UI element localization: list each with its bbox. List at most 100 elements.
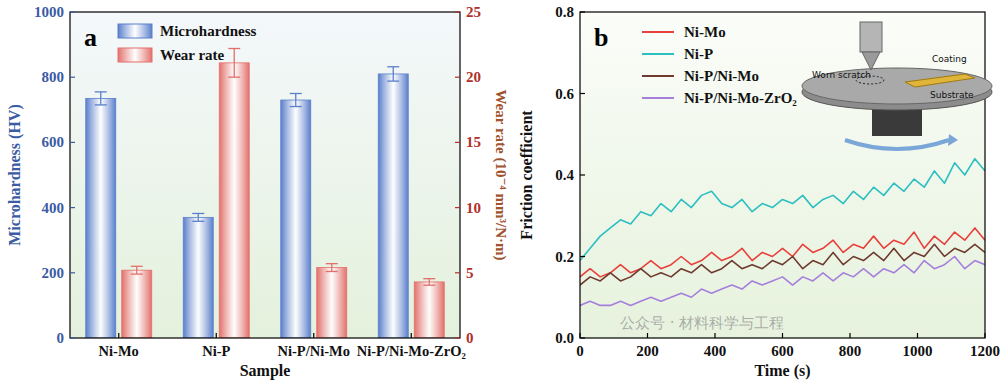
error-cap: [192, 213, 204, 214]
x-axis-label: Sample: [240, 362, 291, 380]
watermark: 公众号 · 材料科学与工程: [620, 314, 784, 332]
y-tick-label: 0.0: [555, 330, 574, 346]
error-cap: [95, 91, 107, 92]
x-tick: [917, 333, 918, 338]
x-tick-label: Ni-Mo: [99, 343, 139, 359]
inset: Worn scratchCoatingSubstrate: [802, 22, 992, 149]
line: [580, 244, 985, 285]
plot-background: [580, 12, 985, 338]
y-tick-label: 0.8: [555, 4, 574, 20]
line: [580, 159, 985, 261]
x-tick-label: 1200: [970, 343, 1000, 359]
y2-tick-label: 20: [466, 69, 481, 85]
error-cap: [423, 285, 435, 286]
y-tick: [580, 256, 585, 257]
y2-tick-label: 0: [466, 330, 474, 346]
y2-tick: [455, 207, 460, 208]
y-tick: [70, 77, 75, 78]
figure: 020040060080010000510152025Ni-MoNi-PNi-P…: [0, 0, 1007, 386]
y-tick: [580, 11, 585, 12]
error-bar: [387, 67, 399, 81]
y2-tick: [455, 77, 460, 78]
y2-tick-label: 5: [466, 265, 474, 281]
error-cap: [423, 278, 435, 279]
legend-label: Ni-Mo: [684, 24, 726, 40]
y-tick-label: 0.6: [555, 86, 574, 102]
y-tick: [70, 337, 75, 338]
y-tick: [70, 142, 75, 143]
bar: [86, 98, 116, 338]
y2-tick: [455, 337, 460, 338]
x-tick-label: 1000: [903, 343, 933, 359]
x-tick-label: Ni-P: [202, 343, 230, 359]
legend-label: Ni-P: [684, 46, 713, 62]
y-tick-label: 200: [42, 265, 65, 281]
x-axis-label: Time (s): [754, 362, 810, 380]
legend-swatch: [642, 31, 674, 33]
x-tick-label: 800: [839, 343, 862, 359]
y-tick: [580, 337, 585, 338]
inset-coating: [905, 74, 975, 87]
bar: [281, 100, 311, 338]
y-axis-label: Microhardness (HV): [6, 104, 24, 245]
y2-axis-label: Wear rate (10⁻⁴ mm³/N·m): [492, 89, 509, 260]
y-tick-label: 800: [42, 69, 65, 85]
error-bar: [192, 213, 204, 221]
legend-label: Ni-P/Ni-Mo-ZrO₂: [684, 90, 797, 106]
x-tick-label: 600: [771, 343, 794, 359]
error-line: [198, 213, 199, 221]
y-tick-label: 1000: [34, 4, 64, 20]
plot-frame: [580, 12, 985, 338]
y-tick: [70, 207, 75, 208]
bar: [414, 282, 444, 338]
error-line: [393, 67, 394, 81]
legend-label: Wear rate: [160, 47, 225, 63]
error-bar: [290, 94, 302, 107]
error-cap: [387, 80, 399, 81]
legend-swatch: [642, 97, 674, 99]
panel-label: b: [594, 23, 608, 52]
y2-tick: [455, 11, 460, 12]
bar: [183, 217, 213, 338]
error-bar: [228, 49, 240, 78]
error-line: [136, 266, 137, 274]
x-tick: [579, 333, 580, 338]
x-tick-label: Ni-P/Ni-Mo-ZrO₂: [357, 343, 466, 359]
x-tick: [118, 333, 119, 338]
legend-swatch: [642, 53, 674, 55]
x-tick-label: 200: [636, 343, 659, 359]
y-tick: [580, 93, 585, 94]
plot-frame: [70, 12, 460, 338]
error-cap: [192, 221, 204, 222]
inset-tip: [862, 52, 880, 70]
x-tick: [411, 333, 412, 338]
inset-label: Worn scratch: [812, 70, 871, 80]
legend-swatch: [118, 24, 152, 38]
x-tick-label: Ni-P/Ni-Mo: [278, 343, 350, 359]
error-bar: [131, 266, 143, 274]
error-cap: [387, 66, 399, 67]
error-cap: [228, 77, 240, 78]
legend-label: Ni-P/Ni-Mo: [684, 68, 759, 84]
y-tick-label: 0: [57, 330, 65, 346]
error-cap: [290, 106, 302, 107]
error-line: [331, 264, 332, 272]
y2-tick-label: 10: [466, 200, 481, 216]
x-tick: [984, 333, 985, 338]
error-bar: [95, 92, 107, 105]
error-cap: [326, 263, 338, 264]
error-cap: [95, 104, 107, 105]
error-line: [429, 279, 430, 286]
legend-label: Microhardness: [160, 23, 257, 39]
error-cap: [131, 266, 143, 267]
marks: [580, 159, 985, 306]
inset-arrow: [948, 134, 958, 146]
x-tick: [782, 333, 783, 338]
y-tick: [70, 272, 75, 273]
inset-label: Substrate: [930, 90, 974, 100]
bar: [378, 74, 408, 338]
y2-tick: [455, 272, 460, 273]
error-line: [100, 92, 101, 105]
x-tick-label: 0: [576, 343, 584, 359]
y-tick: [580, 174, 585, 175]
